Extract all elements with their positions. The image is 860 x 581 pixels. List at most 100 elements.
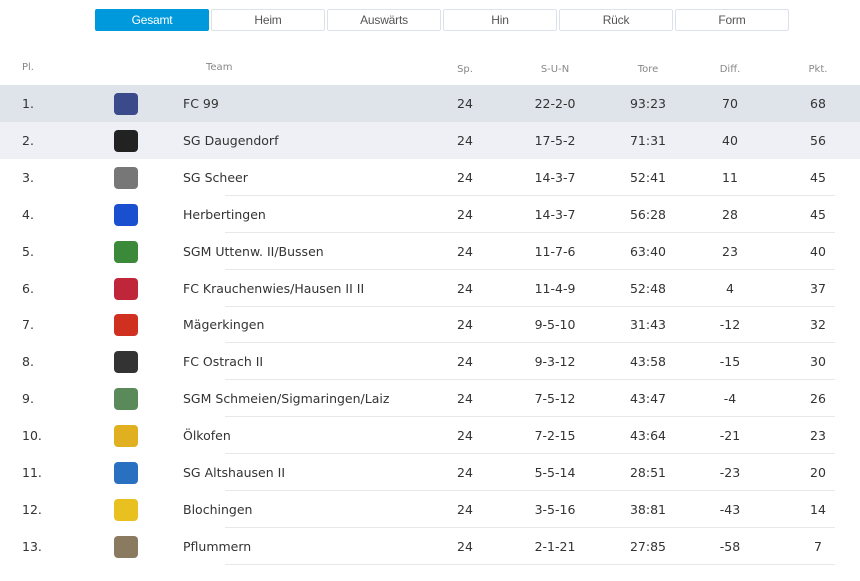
record-cell: 17-5-2 [534,132,576,148]
record-cell: 2-1-21 [534,538,576,554]
tab-gesamt[interactable]: Gesamt [95,9,209,31]
table-row[interactable]: 1. FC 99 24 22-2-0 93:23 70 68 [0,85,860,122]
points-cell: 7 [814,538,822,554]
header-sp: Sp. [457,64,473,75]
games-cell: 24 [457,96,473,111]
row-divider [225,379,835,381]
tab-rück[interactable]: Rück [559,9,673,31]
header-tore: Tore [637,64,659,75]
position-cell: 11. [22,465,42,480]
team-name[interactable]: SG Altshausen II [183,465,286,480]
diff-cell: -12 [719,317,741,333]
table-row[interactable]: 5. SGM Uttenw. II/Bussen 24 11-7-6 63:40 23 40 [0,233,860,270]
table-row[interactable]: 2. SG Daugendorf 24 17-5-2 71:31 40 56 [0,121,860,159]
points-cell: 30 [810,354,826,370]
games-cell: 24 [457,317,473,333]
team-logo-icon [114,240,138,263]
points-cell: 23 [810,428,826,444]
table-row[interactable]: 8. FC Ostrach II 24 9-3-12 43:58 -15 30 [0,343,860,381]
view-tabs: Gesamt Heim Auswärts Hin Rück Form [95,9,791,31]
row-divider [225,416,835,418]
goals-cell: 27:85 [629,538,667,554]
table-row[interactable]: 3. SG Scheer 24 14-3-7 52:41 11 45 [0,159,860,196]
games-cell: 24 [457,391,473,407]
row-divider [225,526,835,528]
header-pkt: Pkt. [808,64,828,75]
header-sun: S-U-N [540,64,570,75]
team-logo-icon [114,462,138,484]
team-logo-icon [114,535,138,558]
team-name[interactable]: Ölkofen [183,428,231,444]
table-row[interactable]: 9. SGM Schmeien/Sigmaringen/Laiz 24 7-5-12 4… [0,380,860,418]
team-name[interactable]: Blochingen [183,501,253,517]
header-pl: Pl. [22,62,34,73]
goals-cell: 63:40 [629,243,667,259]
team-logo-icon [114,425,138,448]
header-team: Team [206,62,233,73]
tab-heim[interactable]: Heim [211,9,325,31]
table-row[interactable]: 7. Mägerkingen 24 9-5-10 31:43 -12 32 [0,306,860,344]
games-cell: 24 [457,243,473,259]
points-cell: 37 [810,280,826,296]
games-cell: 24 [457,465,473,480]
goals-cell: 28:51 [629,465,667,480]
team-logo-icon [114,93,138,115]
record-cell: 11-7-6 [534,243,576,259]
team-logo-icon [114,203,138,226]
table-row[interactable]: 12. Blochingen 24 3-5-16 38:81 -43 14 [0,491,860,528]
table-row[interactable]: 13. Pflummern 24 2-1-21 27:85 -58 7 [0,528,860,565]
record-cell: 7-2-15 [534,428,576,444]
table-header: Pl. Team Sp. S-U-N Tore Diff. Pkt. [0,62,860,76]
position-cell: 12. [22,501,42,517]
goals-cell: 56:28 [629,206,667,222]
goals-cell: 43:64 [629,428,667,444]
team-name[interactable]: Mägerkingen [183,317,265,333]
team-name[interactable]: FC Krauchenwies/Hausen II II [183,280,365,296]
record-cell: 3-5-16 [534,501,576,517]
team-name[interactable]: FC Ostrach II [183,354,264,370]
tab-hin[interactable]: Hin [443,9,557,31]
position-cell: 7. [22,317,34,333]
diff-cell: 70 [722,96,738,111]
games-cell: 24 [457,428,473,444]
tab-form[interactable]: Form [675,9,789,31]
goals-cell: 52:48 [629,280,667,296]
diff-cell: 23 [722,243,738,259]
table-row[interactable]: 4. Herbertingen 24 14-3-7 56:28 28 45 [0,196,860,233]
row-divider [225,231,835,233]
team-name[interactable]: FC 99 [183,96,219,111]
team-name[interactable]: Herbertingen [183,206,266,222]
row-divider [225,563,835,565]
position-cell: 9. [22,391,34,407]
diff-cell: 40 [722,132,738,148]
games-cell: 24 [457,169,473,185]
table-row[interactable]: 10. Ölkofen 24 7-2-15 43:64 -21 23 [0,417,860,455]
team-logo-icon [114,351,138,374]
points-cell: 68 [810,96,826,111]
table-row[interactable]: 6. FC Krauchenwies/Hausen II II 24 11-4-9 52… [0,270,860,307]
team-name[interactable]: SG Scheer [183,169,248,185]
team-name[interactable]: SGM Schmeien/Sigmaringen/Laiz [183,391,390,407]
diff-cell: -58 [719,538,741,554]
row-divider [225,342,835,344]
goals-cell: 38:81 [629,501,667,517]
points-cell: 32 [810,317,826,333]
team-name[interactable]: SGM Uttenw. II/Bussen [183,243,324,259]
position-cell: 1. [22,96,34,111]
team-name[interactable]: SG Daugendorf [183,132,279,148]
position-cell: 6. [22,280,34,296]
diff-cell: -43 [719,501,741,517]
table-row[interactable]: 11. SG Altshausen II 24 5-5-14 28:51 -23 20 [0,454,860,491]
row-divider [225,453,835,455]
position-cell: 5. [22,243,34,259]
team-logo-icon [114,277,138,300]
row-divider [225,490,835,491]
position-cell: 10. [22,428,42,444]
team-logo-icon [114,314,138,337]
games-cell: 24 [457,132,473,148]
team-logo-icon [114,388,138,411]
position-cell: 8. [22,354,34,370]
tab-auswärts[interactable]: Auswärts [327,9,441,31]
team-name[interactable]: Pflummern [183,538,252,554]
team-logo-icon [114,498,138,521]
